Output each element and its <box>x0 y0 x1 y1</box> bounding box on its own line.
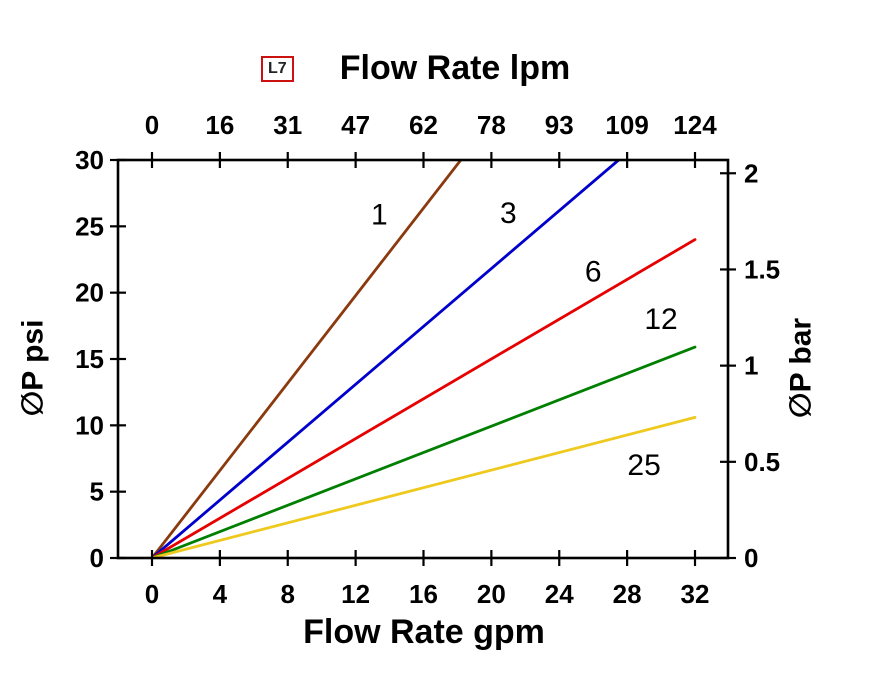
left-tick-label: 0 <box>90 543 104 573</box>
series-label-3: 3 <box>500 197 517 230</box>
right-axis-title: ∅P bar <box>784 317 818 419</box>
left-tick-label: 10 <box>75 410 104 440</box>
series-label-6: 6 <box>585 255 602 288</box>
bottom-tick-label: 20 <box>477 579 506 609</box>
left-tick-label: 30 <box>75 145 104 175</box>
right-tick-label: 1.5 <box>744 254 780 284</box>
series-line-3 <box>150 160 621 558</box>
bottom-tick-label: 16 <box>409 579 438 609</box>
left-tick-label: 20 <box>75 278 104 308</box>
bottom-tick-label: 8 <box>281 579 295 609</box>
top-tick-label: 62 <box>409 110 438 140</box>
top-tick-label: 16 <box>205 110 234 140</box>
left-axis-title: ∅P psi <box>16 319 50 417</box>
left-tick-label: 15 <box>75 344 104 374</box>
bottom-tick-label: 0 <box>145 579 159 609</box>
top-axis-title: Flow Rate lpm <box>339 49 571 87</box>
top-tick-label: 109 <box>605 110 648 140</box>
series-line-12 <box>150 345 697 558</box>
series-line-6 <box>150 238 697 558</box>
series-line-1 <box>150 160 463 558</box>
bottom-tick-label: 28 <box>613 579 642 609</box>
plot-frame <box>116 158 730 560</box>
right-tick-label: 0.5 <box>744 447 780 477</box>
series-label-1: 1 <box>371 198 388 231</box>
model-code-badge: L7 <box>261 56 294 82</box>
bottom-tick-label: 12 <box>341 579 370 609</box>
top-tick-label: 78 <box>477 110 506 140</box>
series-label-25: 25 <box>627 449 660 482</box>
series-label-12: 12 <box>644 303 677 336</box>
bottom-axis-title: Flow Rate gpm <box>303 613 545 651</box>
top-tick-label: 47 <box>341 110 370 140</box>
top-tick-label: 93 <box>545 110 574 140</box>
top-tick-label: 124 <box>673 110 717 140</box>
right-tick-label: 1 <box>744 351 758 381</box>
series-line-25 <box>150 415 697 558</box>
bottom-tick-label: 4 <box>213 579 228 609</box>
right-tick-label: 2 <box>744 158 758 188</box>
bottom-tick-label: 32 <box>681 579 710 609</box>
bottom-tick-label: 24 <box>545 579 574 609</box>
right-tick-label: 0 <box>744 543 758 573</box>
left-tick-label: 25 <box>75 211 104 241</box>
left-tick-label: 5 <box>90 477 104 507</box>
top-tick-label: 0 <box>145 110 159 140</box>
top-tick-label: 31 <box>273 110 302 140</box>
